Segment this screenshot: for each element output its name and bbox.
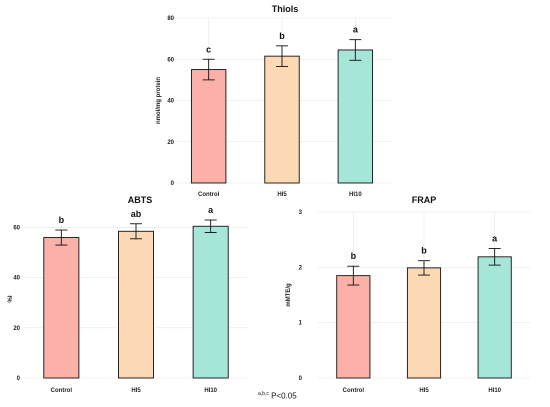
y-tick-label: 40	[167, 99, 174, 105]
significance-letter: b	[421, 246, 427, 256]
significance-letter: c	[206, 44, 211, 54]
y-tick-label: 60	[13, 226, 20, 232]
bar-hi5	[264, 55, 300, 184]
x-tick-label: Control	[51, 388, 73, 394]
significance-letter: b	[59, 215, 65, 225]
bar-control	[190, 69, 227, 184]
significance-letter: a	[208, 205, 214, 215]
y-axis-label: %I	[8, 295, 14, 302]
chart-frap: FRAP mMTE/g 0 1 2 3 b Control b HI5 a HI10	[286, 195, 530, 394]
significance-letter: a	[353, 25, 359, 35]
x-tick-label: HI5	[131, 388, 141, 394]
y-axis-label: mMTE/g	[286, 283, 292, 307]
x-tick-label: HI5	[419, 388, 429, 394]
bar-hi10	[477, 256, 512, 379]
y-tick-label: 0	[171, 181, 175, 187]
y-tick-label: 20	[13, 326, 20, 332]
bar-hi5	[406, 267, 442, 379]
y-tick-label: 2	[299, 265, 303, 271]
x-tick-label: Control	[198, 192, 220, 198]
chart-title: Thiols	[272, 4, 299, 14]
chart-abts: ABTS %I 0 20 40 60 b Control ab HI5 a HI10	[8, 195, 248, 394]
bar-hi10	[337, 49, 374, 184]
y-tick-label: 3	[299, 210, 303, 216]
significance-letter: a	[492, 234, 498, 244]
x-tick-label: HI10	[349, 192, 362, 198]
x-tick-label: Control	[343, 388, 365, 394]
chart-title: FRAP	[412, 195, 437, 205]
x-tick-label: HI5	[277, 192, 287, 198]
significance-letter: ab	[131, 209, 142, 219]
x-tick-label: HI10	[488, 388, 501, 394]
y-tick-label: 60	[167, 57, 174, 63]
chart-thiols: Thiols nmol/mg protein 0 20 40 60 80 c Control b H…	[156, 4, 392, 198]
significance-letter: b	[279, 31, 285, 41]
y-tick-label: 0	[17, 376, 21, 382]
footnote-superscript: a,b,c	[258, 391, 269, 397]
chart-title: ABTS	[128, 195, 153, 205]
y-tick-label: 20	[167, 140, 174, 146]
significance-letter: b	[351, 251, 357, 261]
significance-footnote: a,b,c P<0.05	[258, 391, 297, 401]
bar-hi10	[192, 225, 229, 379]
bar-hi5	[118, 230, 154, 379]
footnote-text: P<0.05	[268, 391, 297, 401]
y-tick-label: 1	[299, 321, 303, 327]
bar-control	[43, 237, 80, 379]
bar-control	[336, 275, 371, 379]
y-tick-label: 40	[13, 276, 20, 282]
x-tick-label: HI10	[204, 388, 217, 394]
y-tick-label: 80	[167, 16, 174, 22]
y-axis-label: nmol/mg protein	[156, 77, 162, 124]
y-tick-label: 0	[299, 376, 303, 382]
